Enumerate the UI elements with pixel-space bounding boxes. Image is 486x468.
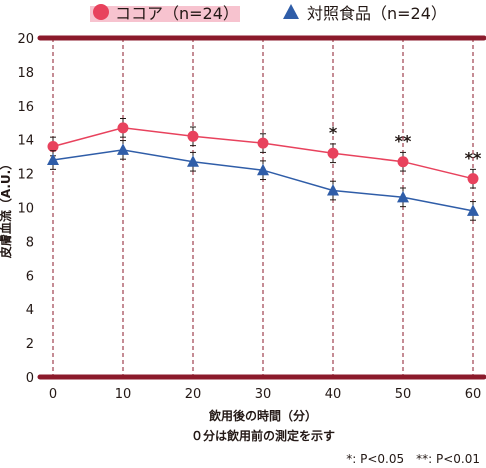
x-tick-label: 60 bbox=[465, 387, 482, 402]
data-point-cocoa bbox=[397, 156, 409, 168]
data-point-control bbox=[257, 163, 269, 176]
legend-marker-control bbox=[283, 4, 299, 19]
legend-highlight bbox=[90, 6, 240, 22]
data-point-control bbox=[187, 155, 199, 167]
legend-label-cocoa: ココア（n=24） bbox=[115, 4, 239, 23]
y-tick-label: 20 bbox=[17, 32, 34, 47]
x-tick-label: 10 bbox=[115, 387, 132, 402]
x-axis-label: 飲用後の時間（分） bbox=[208, 408, 317, 423]
significance-marker: ** bbox=[465, 148, 482, 167]
x-tick-labels: 0 10 20 30 40 50 60 bbox=[49, 387, 481, 402]
data-point-cocoa bbox=[257, 137, 269, 149]
y-tick-label: 0 bbox=[26, 371, 34, 386]
x-tick-label: 50 bbox=[395, 387, 412, 402]
data-point-control bbox=[467, 204, 479, 216]
significance-marker: * bbox=[329, 123, 338, 142]
data-point-cocoa bbox=[327, 147, 339, 159]
plot-area: * **** bbox=[47, 38, 482, 377]
legend-marker-cocoa bbox=[93, 4, 109, 20]
y-tick-label: 18 bbox=[17, 66, 34, 81]
data-point-control bbox=[47, 153, 59, 166]
x-tick-label: 30 bbox=[255, 387, 272, 402]
x-tick-label: 0 bbox=[49, 387, 57, 402]
legend-label-control: 対照食品（n=24） bbox=[307, 4, 447, 23]
y-tick-label: 4 bbox=[26, 303, 34, 318]
y-tick-label: 10 bbox=[17, 202, 34, 217]
data-point-control bbox=[327, 184, 339, 196]
data-point-control bbox=[117, 143, 129, 155]
legend: ココア（n=24） 対照食品（n=24） bbox=[90, 4, 447, 23]
y-tick-labels: 0 2 4 6 8 10 12 14 16 18 20 bbox=[17, 32, 34, 386]
y-tick-label: 14 bbox=[17, 134, 34, 149]
y-tick-label: 6 bbox=[26, 269, 34, 284]
data-point-cocoa bbox=[467, 173, 479, 185]
x-tick-label: 40 bbox=[325, 387, 342, 402]
x-tick-label: 20 bbox=[185, 387, 202, 402]
data-point-cocoa bbox=[187, 130, 199, 142]
x-axis-note: ０分は飲用前の測定を示す bbox=[191, 428, 335, 443]
y-tick-label: 16 bbox=[17, 100, 34, 115]
significance-marker: ** bbox=[395, 131, 412, 150]
y-axis-label: 皮膚血流（A.U.） bbox=[0, 158, 13, 259]
data-point-cocoa bbox=[47, 140, 59, 152]
y-tick-label: 12 bbox=[17, 168, 34, 183]
data-point-cocoa bbox=[117, 122, 129, 134]
data-point-control bbox=[397, 190, 409, 203]
y-tick-label: 2 bbox=[26, 337, 34, 352]
footnote: *: P<0.05 **: P<0.01 bbox=[346, 452, 480, 466]
y-tick-label: 8 bbox=[26, 235, 34, 250]
